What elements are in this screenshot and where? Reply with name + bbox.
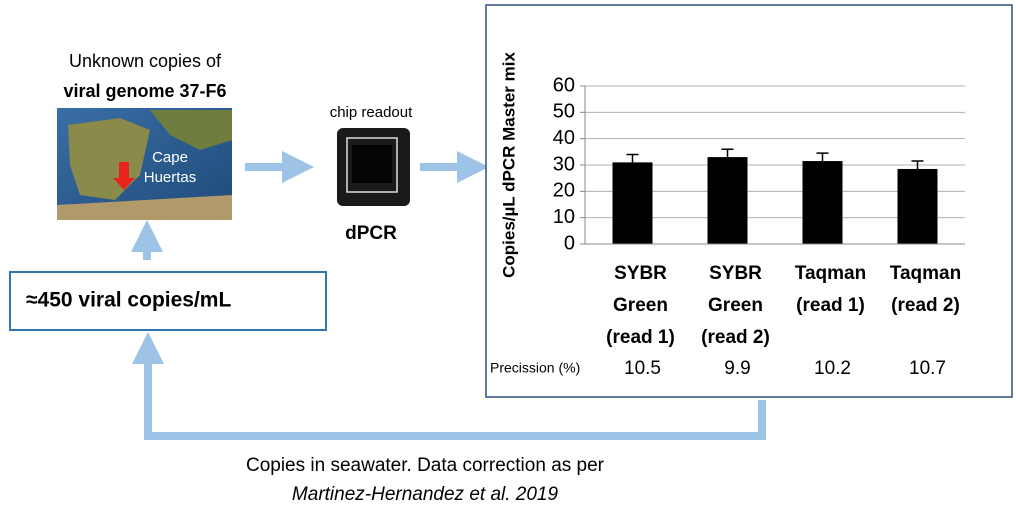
map-label: Cape Huertas — [143, 149, 197, 186]
error-bar — [626, 153, 639, 163]
estimate-box — [9, 271, 327, 331]
chip-caption: chip readout — [330, 104, 413, 121]
y-tick-label: 20 — [553, 180, 575, 202]
header-line: viral genome 37-F6 — [63, 81, 226, 101]
error-bar — [816, 152, 829, 162]
estimate: ≈450 viral copies/mL — [26, 289, 231, 312]
y-tick-label: 40 — [553, 127, 575, 149]
bar — [612, 162, 653, 244]
error-bar — [911, 160, 924, 169]
x-tick-label: SYBR Green (read 1) — [606, 263, 675, 348]
x-tick-label: Taqman (read 2) — [889, 263, 962, 316]
bar — [897, 168, 938, 244]
header-line: Unknown copies of — [69, 51, 222, 71]
bar — [802, 161, 843, 244]
y-tick-label: 10 — [553, 206, 575, 228]
y-tick-label: 0 — [564, 232, 575, 254]
precision-value: 10.2 — [814, 358, 851, 379]
y-axis-title: Copies/µL dPCR Master mix — [499, 52, 518, 278]
chip-label: dPCR — [345, 223, 397, 244]
y-tick-label: 50 — [553, 101, 575, 123]
precision-value: 10.7 — [909, 358, 946, 379]
x-tick-label: SYBR Green (read 2) — [701, 263, 770, 348]
y-tick-label: 60 — [553, 74, 575, 96]
map — [57, 108, 232, 220]
precision-label: Precission (%) — [490, 360, 580, 376]
connector — [132, 332, 766, 440]
bar — [707, 157, 748, 244]
footer-line: Martinez-Hernandez et al. 2019 — [292, 484, 559, 505]
y-tick-label: 30 — [553, 153, 575, 175]
footer-line: Copies in seawater. Data correction as p… — [246, 455, 605, 476]
error-bar — [721, 148, 734, 158]
chip — [337, 128, 410, 206]
x-tick-label: Taqman (read 1) — [794, 263, 867, 316]
precision-value: 10.5 — [624, 358, 661, 379]
precision-value: 9.9 — [724, 358, 750, 379]
